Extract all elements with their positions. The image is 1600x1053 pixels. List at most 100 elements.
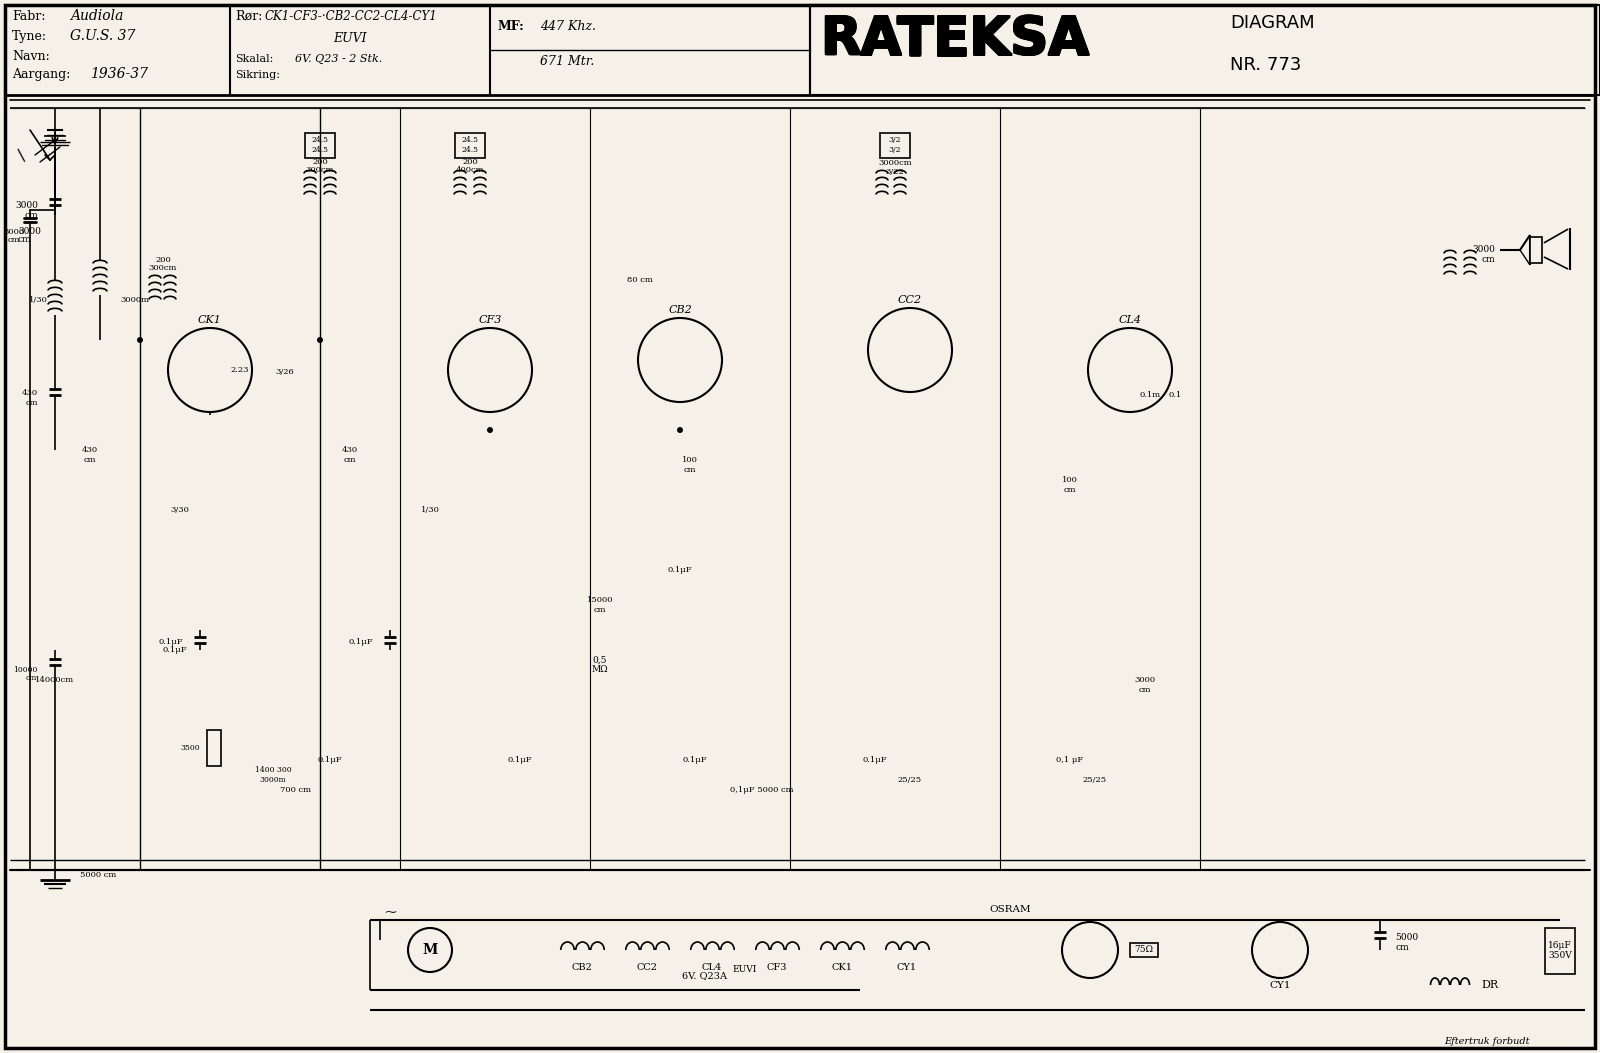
Circle shape bbox=[638, 318, 722, 402]
Bar bbox=[1530, 237, 1542, 263]
Text: CF3: CF3 bbox=[478, 315, 502, 325]
Text: Aargang:: Aargang: bbox=[13, 68, 70, 81]
Bar bbox=[880, 133, 910, 158]
Text: G.U.S. 37: G.U.S. 37 bbox=[80, 35, 146, 49]
Bar bbox=[5, 5, 1595, 95]
Text: 10000: 10000 bbox=[13, 665, 37, 674]
Text: cm: cm bbox=[1395, 942, 1408, 952]
Text: 25/25: 25/25 bbox=[1083, 776, 1107, 784]
Circle shape bbox=[1251, 922, 1309, 978]
Text: Sikring:: Sikring: bbox=[240, 73, 285, 83]
Text: RATEKSA: RATEKSA bbox=[819, 14, 1090, 66]
Text: 3000m: 3000m bbox=[259, 776, 286, 784]
Text: 100: 100 bbox=[1062, 476, 1078, 484]
Text: Eftertruk forbudt: Eftertruk forbudt bbox=[1445, 1037, 1530, 1047]
Text: 200: 200 bbox=[462, 158, 478, 166]
Text: CB2: CB2 bbox=[669, 305, 691, 315]
Text: 430: 430 bbox=[22, 389, 38, 397]
Text: cm: cm bbox=[1482, 256, 1494, 264]
Text: 3000cm: 3000cm bbox=[878, 159, 912, 167]
Circle shape bbox=[1088, 327, 1171, 412]
Text: cm: cm bbox=[594, 605, 606, 614]
Text: /: / bbox=[14, 147, 30, 163]
Text: 3/30: 3/30 bbox=[171, 506, 189, 514]
Text: Rør:: Rør: bbox=[235, 9, 262, 23]
Text: Skalal:: Skalal: bbox=[240, 57, 278, 67]
Circle shape bbox=[448, 327, 531, 412]
Text: CB2: CB2 bbox=[571, 963, 592, 973]
Text: CK1: CK1 bbox=[198, 315, 222, 325]
Text: 0,1 μF: 0,1 μF bbox=[1056, 756, 1083, 764]
Text: 6V. Q23A: 6V. Q23A bbox=[683, 972, 728, 980]
Text: CL4: CL4 bbox=[1118, 315, 1141, 325]
Bar bbox=[810, 5, 1600, 95]
Text: Audiola: Audiola bbox=[80, 15, 133, 29]
Bar bbox=[1130, 943, 1158, 957]
Text: 15000: 15000 bbox=[587, 596, 613, 604]
Text: 0.1μF: 0.1μF bbox=[507, 756, 533, 764]
Bar bbox=[5, 5, 1595, 95]
Text: 0.1m: 0.1m bbox=[1139, 391, 1160, 399]
Text: cm: cm bbox=[24, 211, 38, 219]
Text: 14000cm: 14000cm bbox=[35, 676, 75, 684]
Text: CF3: CF3 bbox=[766, 963, 787, 973]
Text: G.U.S. 37: G.U.S. 37 bbox=[70, 29, 136, 43]
Text: 430: 430 bbox=[82, 446, 98, 454]
Circle shape bbox=[168, 327, 253, 412]
Text: NR. 773: NR. 773 bbox=[1230, 56, 1301, 74]
Text: 1/30: 1/30 bbox=[29, 296, 48, 304]
Text: RATEKSA: RATEKSA bbox=[819, 15, 1088, 67]
Text: 1936-37: 1936-37 bbox=[90, 67, 147, 81]
Text: CK1-CF3-·CB2-CC2-CL4-CY1: CK1-CF3-·CB2-CC2-CL4-CY1 bbox=[266, 9, 438, 23]
Text: 3000: 3000 bbox=[3, 229, 24, 236]
FancyArrowPatch shape bbox=[1544, 230, 1568, 242]
Text: Rør:: Rør: bbox=[240, 16, 267, 28]
Text: M: M bbox=[422, 943, 438, 957]
Text: Audiola: Audiola bbox=[70, 9, 123, 23]
Text: 3000: 3000 bbox=[18, 227, 42, 237]
Circle shape bbox=[867, 307, 952, 392]
Text: CY1: CY1 bbox=[898, 963, 917, 973]
Text: RATEKSA: RATEKSA bbox=[821, 15, 1090, 67]
Text: 100: 100 bbox=[682, 456, 698, 464]
Text: 3/26: 3/26 bbox=[275, 367, 294, 376]
Bar bbox=[206, 730, 221, 766]
Text: RATEKSA: RATEKSA bbox=[930, 31, 1202, 79]
Text: CK1: CK1 bbox=[832, 963, 853, 973]
Text: RATEKSA: RATEKSA bbox=[819, 13, 1088, 65]
Text: 447 Khz.: 447 Khz. bbox=[579, 23, 637, 37]
Text: RATEKSA: RATEKSA bbox=[819, 14, 1088, 66]
Text: Skalal:: Skalal: bbox=[235, 54, 274, 64]
Text: 0.1μF: 0.1μF bbox=[349, 638, 373, 645]
Text: 0.1μF: 0.1μF bbox=[683, 756, 707, 764]
Text: 1/30: 1/30 bbox=[421, 506, 440, 514]
Text: 3/22: 3/22 bbox=[886, 168, 904, 176]
Text: MΩ: MΩ bbox=[592, 665, 608, 675]
Circle shape bbox=[486, 428, 493, 433]
Text: EUVI: EUVI bbox=[333, 32, 366, 45]
Text: cm: cm bbox=[344, 456, 357, 464]
Text: Navn:: Navn: bbox=[13, 49, 50, 63]
Text: DR: DR bbox=[1482, 980, 1499, 990]
Text: 3/2
3/2: 3/2 3/2 bbox=[888, 137, 901, 154]
Text: 1936-37: 1936-37 bbox=[120, 71, 178, 85]
Text: Tyne:: Tyne: bbox=[13, 29, 46, 43]
Text: 5000 cm: 5000 cm bbox=[80, 871, 117, 879]
Text: Navn:: Navn: bbox=[30, 56, 67, 68]
Text: 0.1μF: 0.1μF bbox=[318, 756, 342, 764]
Text: cm: cm bbox=[8, 236, 21, 244]
Text: 0.1μF: 0.1μF bbox=[158, 638, 182, 645]
Text: 24.5
24.5: 24.5 24.5 bbox=[312, 137, 328, 154]
Text: 80 cm: 80 cm bbox=[627, 276, 653, 284]
Text: 200: 200 bbox=[155, 256, 171, 264]
Text: RATEKSA: RATEKSA bbox=[819, 15, 1090, 67]
Text: cm: cm bbox=[1139, 686, 1152, 694]
Text: NR. 773: NR. 773 bbox=[1261, 56, 1341, 74]
Text: CC2: CC2 bbox=[637, 963, 658, 973]
Text: cm: cm bbox=[683, 466, 696, 474]
Text: OSRAM: OSRAM bbox=[989, 906, 1030, 914]
Text: 0.1: 0.1 bbox=[1168, 391, 1182, 399]
Circle shape bbox=[677, 428, 683, 433]
Text: 75Ω: 75Ω bbox=[1134, 946, 1154, 954]
Text: DIAGRAM: DIAGRAM bbox=[1261, 16, 1362, 34]
